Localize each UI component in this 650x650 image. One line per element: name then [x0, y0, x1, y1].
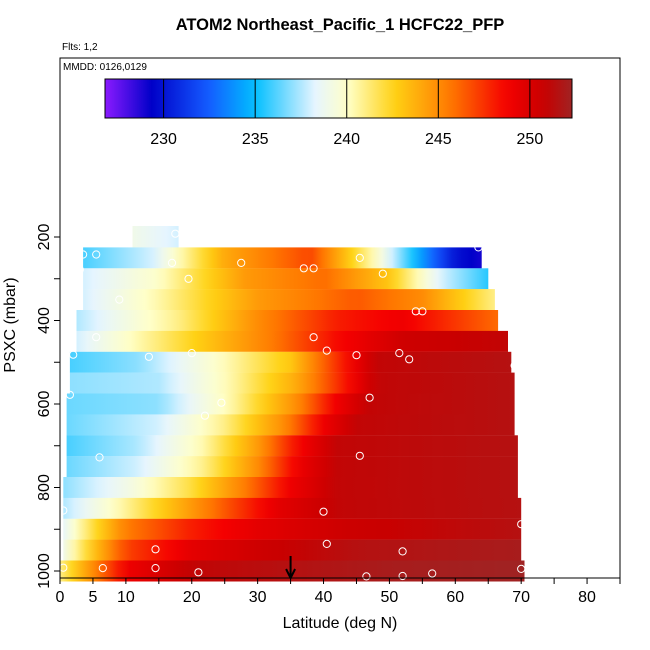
x-tick-label: 70: [512, 589, 530, 606]
sample-point: [237, 258, 246, 267]
sample-point: [362, 572, 371, 581]
y-tick-label: 200: [36, 224, 53, 251]
colorbar-tick-label: 245: [425, 131, 452, 148]
sample-point: [474, 243, 483, 252]
y-tick-label: 800: [36, 474, 53, 501]
y-tick-label: 600: [36, 391, 53, 418]
heatmap-band: [66, 393, 515, 415]
heatmap-band: [60, 560, 525, 582]
x-tick-label: 60: [446, 589, 464, 606]
dates-label: MMDD: 0126,0129: [63, 62, 147, 73]
heatmap-band: [76, 310, 499, 331]
heatmap-band: [63, 518, 522, 540]
sample-point: [398, 571, 407, 581]
sample-point: [98, 564, 107, 573]
heatmap-band: [83, 268, 489, 290]
chart-title: ATOM2 Northeast_Pacific_1 HCFC22_PFP: [175, 16, 505, 34]
plot-frame: [59, 57, 621, 579]
sample-point: [517, 564, 526, 574]
sample-point: [517, 520, 526, 529]
sample-point: [299, 264, 308, 273]
sample-point: [352, 351, 361, 360]
sample-point: [92, 333, 101, 342]
heatmap-band: [69, 372, 515, 394]
colorbar-tick-label: 235: [242, 131, 269, 148]
x-tick-label: 0: [56, 589, 65, 606]
axes: 0 5 10 20 30 40 50 60 70 80 200 400 600 800 1000: [36, 224, 621, 606]
sample-points: [59, 229, 526, 581]
heatmap-band: [69, 351, 512, 373]
sample-point: [200, 411, 209, 420]
heatmap-band: [63, 497, 522, 519]
x-tick-label: 30: [249, 589, 267, 606]
colorbar-tick-label: 230: [150, 131, 177, 148]
x-tick-label: 10: [117, 589, 135, 606]
y-tick-label: 1000: [36, 553, 53, 589]
sample-point: [365, 393, 374, 402]
sample-point: [428, 569, 437, 578]
x-tick-label: 80: [578, 589, 596, 606]
sample-point: [378, 269, 387, 278]
sample-point: [418, 307, 427, 316]
x-axis-label: Latitude (deg N): [282, 615, 398, 632]
heatmap-band: [63, 539, 522, 561]
sample-point: [144, 352, 153, 361]
sample-point: [79, 250, 88, 259]
sample-point: [92, 250, 101, 259]
x-tick-label: 50: [381, 589, 399, 606]
colorbar-tick-label: 240: [333, 131, 360, 148]
x-tick-label: 40: [315, 589, 333, 606]
sample-point: [184, 274, 193, 283]
heatmap-band: [132, 226, 179, 248]
sample-point: [510, 361, 519, 370]
flights-label: Flts: 1,2: [62, 42, 98, 53]
colorbar-tick-label: 250: [517, 131, 544, 148]
heatmap-area: [60, 226, 525, 582]
sample-point: [309, 264, 318, 273]
sample-point: [217, 398, 226, 407]
heatmap-band: [66, 456, 518, 478]
sample-point: [75, 265, 84, 274]
heatmap-band: [76, 330, 508, 352]
sample-point: [355, 253, 364, 262]
sample-point: [322, 539, 331, 549]
sample-point: [319, 507, 328, 516]
heatmap-band: [66, 435, 518, 457]
sample-point: [115, 295, 124, 304]
x-tick-label: 5: [88, 589, 97, 606]
y-tick-label: 400: [36, 307, 53, 334]
sample-point: [171, 229, 180, 238]
sample-point: [151, 564, 160, 573]
sample-point: [355, 451, 364, 460]
sample-point: [194, 568, 203, 577]
colorbar-gradient: [104, 78, 573, 119]
sample-point: [398, 547, 407, 556]
sample-point: [151, 545, 160, 554]
heatmap-band: [83, 289, 495, 311]
sample-point: [65, 390, 75, 399]
heatmap-band: [63, 477, 518, 498]
x-tick-label: 20: [183, 589, 201, 606]
sample-point: [309, 333, 318, 342]
heatmap-band: [83, 247, 482, 269]
colorbar: 230 235 240 245 250: [104, 78, 573, 148]
sample-point: [411, 307, 420, 316]
sample-point: [167, 258, 177, 267]
sample-point: [95, 453, 104, 462]
sample-point: [69, 350, 78, 359]
sample-point: [395, 349, 404, 358]
sample-point: [187, 349, 196, 358]
sample-point: [405, 355, 414, 364]
sample-point: [322, 346, 331, 355]
heatmap-band: [66, 414, 515, 436]
